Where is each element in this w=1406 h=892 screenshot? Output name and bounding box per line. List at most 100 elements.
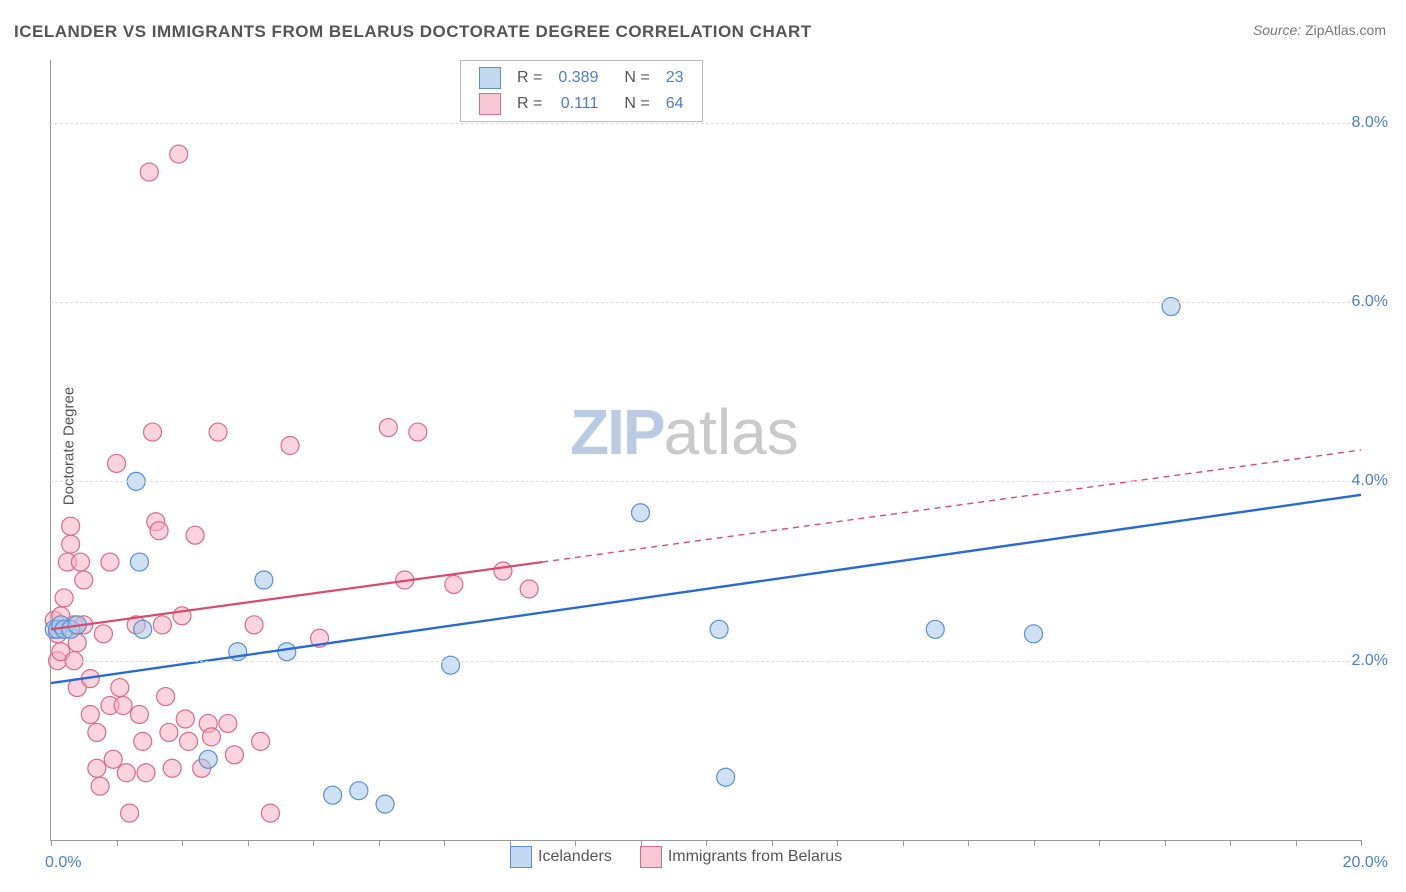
scatter-point [140,163,158,181]
plot-area [50,60,1361,841]
scatter-point [717,768,735,786]
scatter-point [160,723,178,741]
legend-label: Immigrants from Belarus [668,848,842,865]
legend-correlation-table: R =0.389N =23R =0.111N =64 [471,65,692,117]
scatter-point [170,145,188,163]
scatter-point [409,423,427,441]
trend-line-belarus-dashed [542,450,1361,562]
scatter-point [202,728,220,746]
x-tick [182,840,183,846]
y-tick-label: 4.0% [1352,472,1388,490]
scatter-point [180,732,198,750]
x-tick [444,840,445,846]
scatter-point [186,526,204,544]
x-tick [1099,840,1100,846]
scatter-point [94,625,112,643]
scatter-point [199,750,217,768]
y-tick-label: 6.0% [1352,293,1388,311]
scatter-point [88,723,106,741]
x-tick [1165,840,1166,846]
scatter-point [111,679,129,697]
legend-series: Icelanders Immigrants from Belarus [510,846,870,868]
x-min-label: 0.0% [45,854,81,872]
chart-svg [51,60,1361,840]
scatter-point [255,571,273,589]
legend-r-label: R = [509,91,550,117]
scatter-point [71,553,89,571]
legend-swatch [510,846,532,868]
scatter-point [62,535,80,553]
scatter-point [104,750,122,768]
scatter-point [445,575,463,593]
scatter-point [163,759,181,777]
scatter-point [442,656,460,674]
x-tick [51,840,52,846]
scatter-point [88,759,106,777]
scatter-point [219,714,237,732]
source-value: ZipAtlas.com [1305,22,1386,38]
legend-n-value: 23 [658,65,692,91]
legend-correlation: R =0.389N =23R =0.111N =64 [460,60,703,122]
gridline [50,661,1360,662]
x-tick [903,840,904,846]
trend-line-icelanders [51,495,1361,683]
scatter-point [101,553,119,571]
x-tick [968,840,969,846]
source-label: Source: [1253,22,1301,38]
scatter-point [130,705,148,723]
scatter-point [324,786,342,804]
scatter-point [176,710,194,728]
scatter-point [117,764,135,782]
scatter-point [55,589,73,607]
scatter-point [134,732,152,750]
legend-swatch [479,93,501,115]
x-tick [248,840,249,846]
y-tick-label: 2.0% [1352,652,1388,670]
legend-label: Icelanders [538,848,612,865]
legend-row: R =0.389N =23 [471,65,692,91]
x-tick [1034,840,1035,846]
scatter-point [926,620,944,638]
scatter-point [144,423,162,441]
scatter-point [379,419,397,437]
legend-row: R =0.111N =64 [471,91,692,117]
x-tick [313,840,314,846]
scatter-point [150,522,168,540]
legend-item: Icelanders [510,848,612,865]
gridline [50,481,1360,482]
gridline [50,302,1360,303]
legend-r-label: R = [509,65,550,91]
scatter-point [350,782,368,800]
scatter-point [153,616,171,634]
scatter-point [121,804,139,822]
scatter-point [278,643,296,661]
legend-item: Immigrants from Belarus [640,848,842,865]
scatter-point [81,705,99,723]
scatter-point [114,697,132,715]
scatter-point [261,804,279,822]
scatter-point [130,553,148,571]
y-tick-label: 8.0% [1352,114,1388,132]
scatter-point [245,616,263,634]
scatter-point [520,580,538,598]
scatter-point [1025,625,1043,643]
chart-title: ICELANDER VS IMMIGRANTS FROM BELARUS DOC… [14,22,812,42]
scatter-point [632,504,650,522]
trend-line-belarus [51,562,542,629]
scatter-point [75,571,93,589]
scatter-point [91,777,109,795]
legend-r-value: 0.111 [550,91,606,117]
scatter-point [62,517,80,535]
legend-n-label: N = [606,91,657,117]
x-tick [1230,840,1231,846]
scatter-point [137,764,155,782]
scatter-point [225,746,243,764]
legend-n-label: N = [606,65,657,91]
scatter-point [209,423,227,441]
scatter-point [252,732,270,750]
scatter-point [1162,298,1180,316]
legend-swatch [479,67,501,89]
legend-r-value: 0.389 [550,65,606,91]
x-tick [1296,840,1297,846]
x-tick [379,840,380,846]
